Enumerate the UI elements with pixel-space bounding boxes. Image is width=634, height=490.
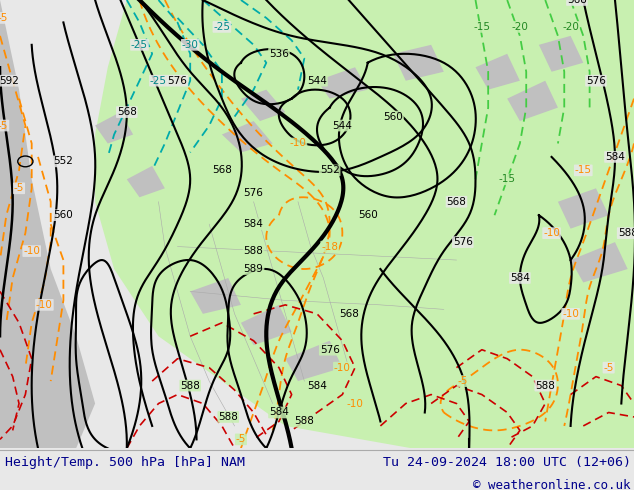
Text: 568: 568 <box>212 165 232 175</box>
Text: -15: -15 <box>575 165 592 175</box>
Text: 576: 576 <box>167 75 188 86</box>
Text: -20: -20 <box>562 22 579 32</box>
Text: 552: 552 <box>320 165 340 175</box>
Text: 576: 576 <box>453 237 473 247</box>
Text: -15: -15 <box>474 22 490 32</box>
Text: 589: 589 <box>243 264 264 274</box>
Text: 576: 576 <box>320 344 340 355</box>
Text: -18: -18 <box>321 242 338 251</box>
Polygon shape <box>539 36 583 72</box>
Text: -5: -5 <box>0 121 8 130</box>
Text: 584: 584 <box>243 219 264 229</box>
Polygon shape <box>317 67 368 98</box>
Text: 588: 588 <box>243 246 264 256</box>
Text: -10: -10 <box>36 300 53 310</box>
Text: Height/Temp. 500 hPa [hPa] NAM: Height/Temp. 500 hPa [hPa] NAM <box>5 456 245 469</box>
Polygon shape <box>241 90 285 121</box>
Text: -15: -15 <box>499 174 515 184</box>
Text: 552: 552 <box>53 156 74 167</box>
Polygon shape <box>285 341 342 381</box>
Text: 544: 544 <box>332 121 353 130</box>
Polygon shape <box>558 188 609 229</box>
Polygon shape <box>0 0 95 448</box>
Text: 568: 568 <box>567 0 587 5</box>
Text: 588: 588 <box>294 416 314 426</box>
Text: -30: -30 <box>182 40 198 50</box>
Text: 536: 536 <box>269 49 289 59</box>
Text: 576: 576 <box>243 188 264 198</box>
Text: -25: -25 <box>214 22 230 32</box>
Text: 560: 560 <box>358 210 378 220</box>
Text: -5: -5 <box>604 363 614 373</box>
Polygon shape <box>190 278 241 314</box>
Polygon shape <box>393 45 444 81</box>
Text: 588: 588 <box>618 228 634 238</box>
Text: -5: -5 <box>0 13 8 23</box>
Text: -10: -10 <box>23 246 40 256</box>
Polygon shape <box>127 166 165 197</box>
Text: 592: 592 <box>0 75 20 86</box>
Text: 588: 588 <box>218 412 238 422</box>
Text: -5: -5 <box>14 183 24 194</box>
Text: 588: 588 <box>180 381 200 391</box>
Text: 568: 568 <box>446 197 467 207</box>
Text: 584: 584 <box>269 408 289 417</box>
Text: -25: -25 <box>131 40 148 50</box>
Text: -25: -25 <box>150 75 167 86</box>
Text: 584: 584 <box>307 381 327 391</box>
Polygon shape <box>95 112 133 144</box>
Text: Tu 24-09-2024 18:00 UTC (12+06): Tu 24-09-2024 18:00 UTC (12+06) <box>383 456 631 469</box>
Text: 560: 560 <box>53 210 74 220</box>
Text: -10: -10 <box>347 398 363 409</box>
Text: -10: -10 <box>334 363 351 373</box>
Polygon shape <box>571 242 628 282</box>
Text: -10: -10 <box>562 309 579 319</box>
Polygon shape <box>476 54 520 90</box>
Text: 560: 560 <box>383 112 403 122</box>
Text: -20: -20 <box>512 22 528 32</box>
Text: 576: 576 <box>586 75 606 86</box>
Text: 584: 584 <box>510 273 530 283</box>
Polygon shape <box>222 121 273 152</box>
Text: 568: 568 <box>339 309 359 319</box>
Polygon shape <box>95 0 634 448</box>
Text: 568: 568 <box>117 107 137 117</box>
Text: 544: 544 <box>307 75 327 86</box>
Text: -10: -10 <box>290 139 306 148</box>
Text: © weatheronline.co.uk: © weatheronline.co.uk <box>474 479 631 490</box>
Text: -10: -10 <box>543 228 560 238</box>
Polygon shape <box>507 81 558 121</box>
Polygon shape <box>241 305 292 345</box>
Text: 584: 584 <box>605 152 625 162</box>
Text: 588: 588 <box>535 381 555 391</box>
Text: -5: -5 <box>458 376 468 386</box>
Text: -5: -5 <box>236 434 246 444</box>
